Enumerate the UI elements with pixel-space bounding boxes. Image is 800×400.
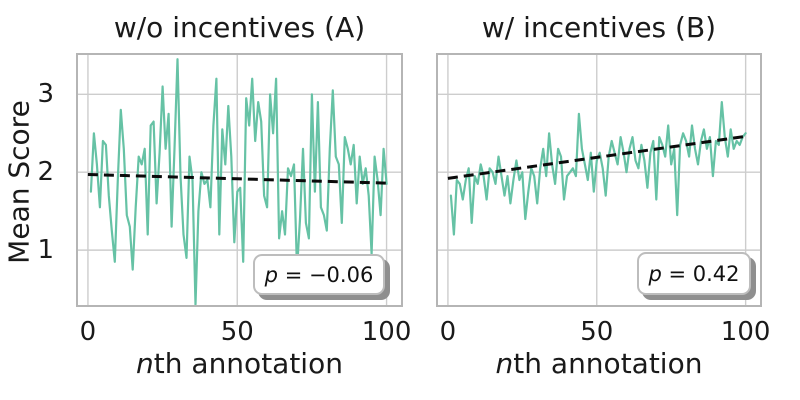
series-trend — [447, 134, 746, 180]
x-axis-label-italic-n: n — [495, 347, 514, 380]
pvalue-variable: p — [264, 262, 279, 287]
x-axis-label-rest: th annotation — [513, 347, 703, 380]
panel-a-title: w/o incentives (A) — [113, 11, 366, 44]
x-axis-label-italic-n: n — [136, 347, 154, 380]
y-tick-label: 2 — [37, 157, 54, 188]
y-tick-label: 1 — [37, 235, 54, 266]
x-tick-label: 50 — [580, 317, 614, 347]
pvalue-variable: p — [648, 261, 662, 286]
y-tick-label: 3 — [37, 79, 54, 110]
series-mean-score — [89, 58, 388, 306]
x-tick-label: 100 — [720, 317, 771, 347]
panel-b-title: w/ incentives (B) — [481, 11, 717, 44]
series-mean-score — [449, 100, 747, 236]
pvalue-value: = 0.42 — [661, 261, 740, 286]
panel-a-plot-area: p = −0.06 0 50 100 1 2 3 — [37, 53, 411, 347]
panel-a-x-axis-label: nth annotation — [76, 346, 403, 382]
panel-b-x-axis-label: nth annotation — [436, 346, 762, 382]
pvalue-value: = −0.06 — [278, 262, 374, 287]
panel-b-chart — [436, 53, 762, 307]
axes-spines — [76, 53, 403, 307]
x-tick-label: 0 — [439, 317, 457, 347]
x-tick-label: 50 — [220, 317, 254, 347]
x-axis-label-rest: th annotation — [153, 347, 343, 380]
panel-a-chart — [76, 53, 403, 307]
x-tick-label: 0 — [79, 317, 97, 347]
panel-a-pvalue-box: p = −0.06 — [253, 254, 385, 295]
series-trend — [87, 173, 387, 185]
x-tick-label: 100 — [361, 317, 412, 347]
axes-spines — [436, 53, 762, 307]
panel-b-pvalue-box: p = 0.42 — [637, 252, 751, 295]
panel-b-plot-area: p = 0.42 0 50 100 — [436, 53, 770, 347]
